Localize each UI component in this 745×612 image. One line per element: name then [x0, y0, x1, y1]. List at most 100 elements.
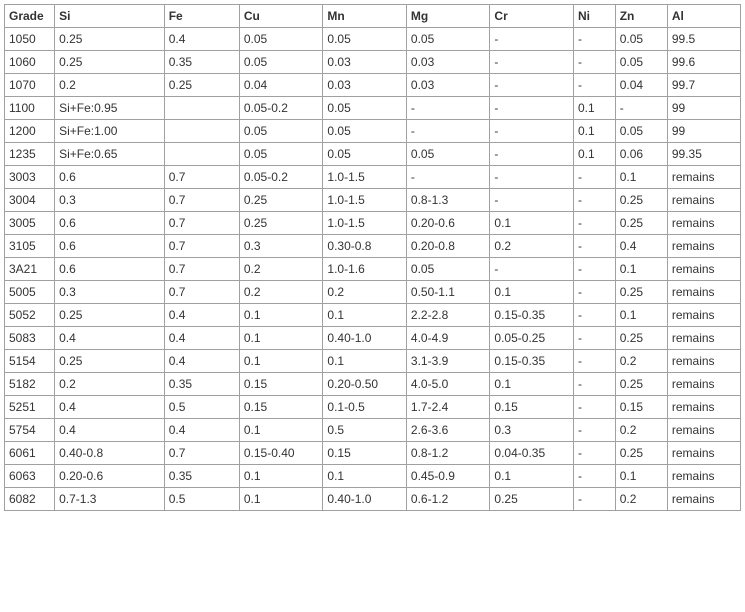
- table-cell: 0.2: [323, 281, 407, 304]
- table-cell: -: [573, 189, 615, 212]
- table-cell: 0.3: [490, 419, 574, 442]
- table-cell: 0.25: [615, 373, 667, 396]
- table-cell: 3005: [5, 212, 55, 235]
- table-cell: -: [490, 97, 574, 120]
- table-cell: 0.1: [239, 304, 323, 327]
- table-cell: remains: [667, 465, 740, 488]
- col-header-cr: Cr: [490, 5, 574, 28]
- table-cell: 0.05: [615, 120, 667, 143]
- table-cell: 0.4: [164, 28, 239, 51]
- table-cell: 0.25: [615, 212, 667, 235]
- table-row: 50830.40.40.10.40-1.04.0-4.90.05-0.25-0.…: [5, 327, 741, 350]
- table-cell: 0.7: [164, 258, 239, 281]
- table-cell: 0.2: [239, 281, 323, 304]
- table-cell: 5154: [5, 350, 55, 373]
- table-cell: -: [573, 28, 615, 51]
- table-cell: 0.4: [55, 419, 165, 442]
- table-cell: -: [490, 51, 574, 74]
- col-header-si: Si: [55, 5, 165, 28]
- table-cell: 0.05: [239, 28, 323, 51]
- table-cell: Si+Fe:0.95: [55, 97, 165, 120]
- table-cell: 0.04-0.35: [490, 442, 574, 465]
- table-cell: 0.15: [490, 396, 574, 419]
- table-cell: 0.2: [615, 350, 667, 373]
- table-cell: 5083: [5, 327, 55, 350]
- table-cell: 0.1: [573, 120, 615, 143]
- table-cell: 99.7: [667, 74, 740, 97]
- table-cell: 0.1: [239, 350, 323, 373]
- table-cell: 0.6: [55, 258, 165, 281]
- table-cell: 6082: [5, 488, 55, 511]
- table-cell: 0.5: [164, 396, 239, 419]
- table-cell: 0.2: [615, 488, 667, 511]
- table-cell: 0.04: [239, 74, 323, 97]
- table-cell: 4.0-4.9: [406, 327, 490, 350]
- table-cell: 0.1: [323, 304, 407, 327]
- table-cell: 1.7-2.4: [406, 396, 490, 419]
- table-cell: 0.05: [615, 28, 667, 51]
- table-cell: remains: [667, 166, 740, 189]
- table-cell: 0.05: [406, 143, 490, 166]
- table-row: 10600.250.350.050.030.03--0.0599.6: [5, 51, 741, 74]
- table-cell: 0.05-0.25: [490, 327, 574, 350]
- table-cell: 1.0-1.6: [323, 258, 407, 281]
- table-cell: 0.7: [164, 212, 239, 235]
- table-body: 10500.250.40.050.050.05--0.0599.510600.2…: [5, 28, 741, 511]
- table-cell: 0.1: [490, 281, 574, 304]
- table-cell: 0.4: [164, 350, 239, 373]
- table-cell: 0.25: [615, 327, 667, 350]
- table-cell: -: [490, 258, 574, 281]
- table-cell: -: [573, 373, 615, 396]
- table-cell: 0.25: [55, 350, 165, 373]
- table-cell: remains: [667, 258, 740, 281]
- table-cell: 1.0-1.5: [323, 166, 407, 189]
- table-cell: 0.25: [490, 488, 574, 511]
- table-cell: 0.05: [239, 120, 323, 143]
- table-cell: 0.5: [164, 488, 239, 511]
- table-cell: 2.6-3.6: [406, 419, 490, 442]
- table-cell: remains: [667, 350, 740, 373]
- table-cell: 0.04: [615, 74, 667, 97]
- table-cell: -: [573, 51, 615, 74]
- table-cell: 0.3: [55, 189, 165, 212]
- table-cell: 0.1: [323, 465, 407, 488]
- table-cell: 5754: [5, 419, 55, 442]
- table-cell: 0.06: [615, 143, 667, 166]
- table-cell: 0.50-1.1: [406, 281, 490, 304]
- table-cell: 3A21: [5, 258, 55, 281]
- table-cell: -: [406, 120, 490, 143]
- table-cell: -: [490, 74, 574, 97]
- table-row: 30050.60.70.251.0-1.50.20-0.60.1-0.25rem…: [5, 212, 741, 235]
- table-cell: -: [615, 97, 667, 120]
- table-row: 60610.40-0.80.70.15-0.400.150.8-1.20.04-…: [5, 442, 741, 465]
- table-cell: 0.2: [239, 258, 323, 281]
- table-cell: 0.25: [55, 51, 165, 74]
- table-cell: -: [490, 166, 574, 189]
- table-row: 51540.250.40.10.13.1-3.90.15-0.35-0.2rem…: [5, 350, 741, 373]
- table-cell: 0.15: [239, 396, 323, 419]
- table-row: 10700.20.250.040.030.03--0.0499.7: [5, 74, 741, 97]
- table-cell: 4.0-5.0: [406, 373, 490, 396]
- table-row: 50050.30.70.20.20.50-1.10.1-0.25remains: [5, 281, 741, 304]
- table-row: 1200Si+Fe:1.000.050.05--0.10.0599: [5, 120, 741, 143]
- table-cell: 0.1: [615, 465, 667, 488]
- table-cell: 0.15: [239, 373, 323, 396]
- table-header-row: Grade Si Fe Cu Mn Mg Cr Ni Zn Al: [5, 5, 741, 28]
- col-header-mn: Mn: [323, 5, 407, 28]
- table-cell: -: [573, 350, 615, 373]
- table-cell: -: [573, 488, 615, 511]
- table-cell: 0.4: [164, 419, 239, 442]
- table-cell: 0.45-0.9: [406, 465, 490, 488]
- table-cell: 0.20-0.50: [323, 373, 407, 396]
- table-row: 50520.250.40.10.12.2-2.80.15-0.35-0.1rem…: [5, 304, 741, 327]
- table-cell: 0.6-1.2: [406, 488, 490, 511]
- table-cell: 0.4: [55, 327, 165, 350]
- table-cell: 0.7: [164, 166, 239, 189]
- table-cell: -: [573, 419, 615, 442]
- table-cell: 0.1: [615, 166, 667, 189]
- table-cell: 0.05-0.2: [239, 166, 323, 189]
- table-cell: remains: [667, 327, 740, 350]
- table-cell: 0.40-1.0: [323, 327, 407, 350]
- table-cell: 1070: [5, 74, 55, 97]
- table-cell: 0.15-0.35: [490, 304, 574, 327]
